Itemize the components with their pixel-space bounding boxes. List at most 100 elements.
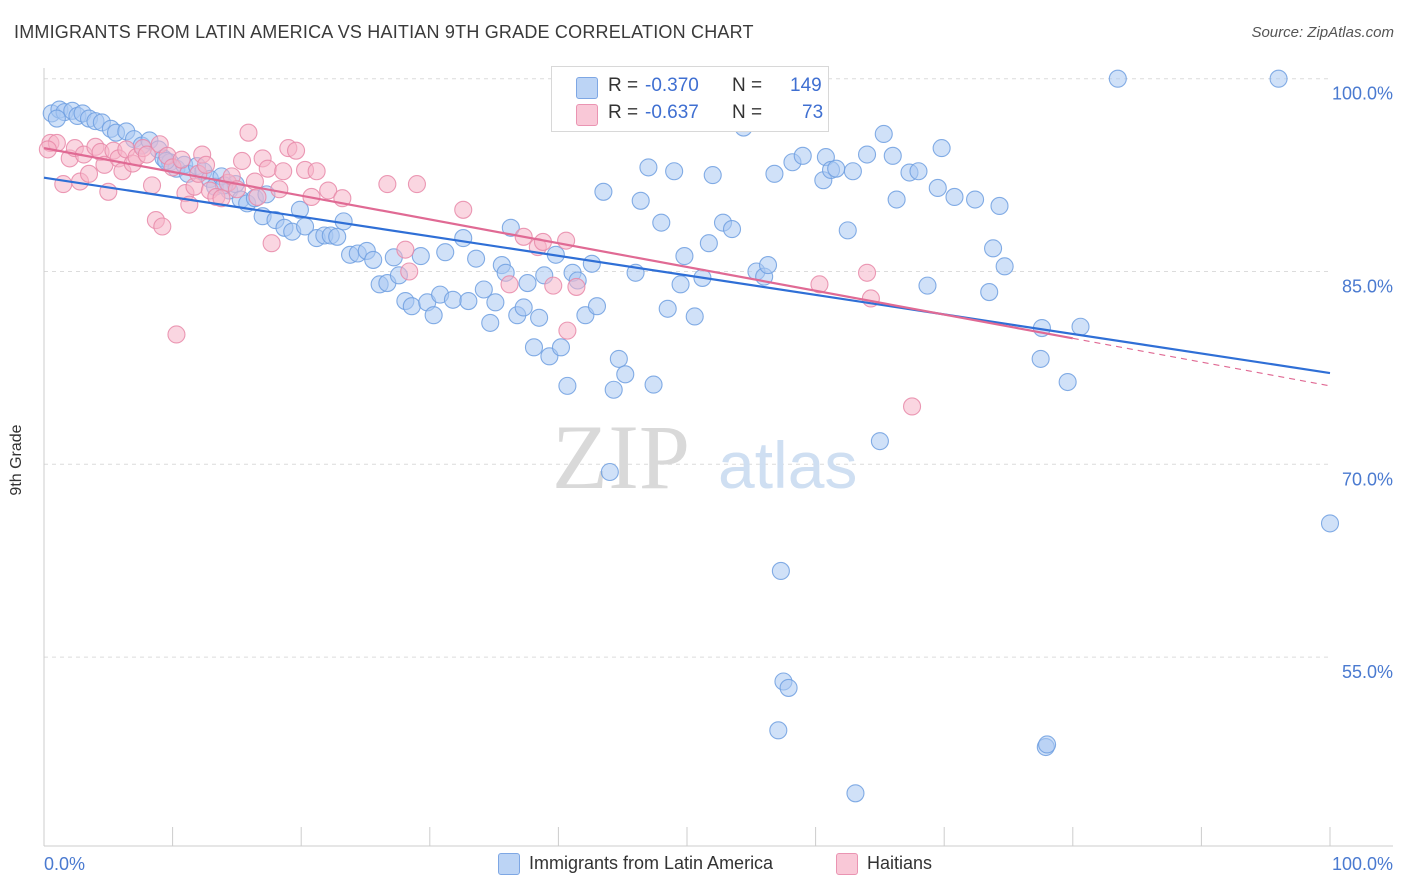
watermark: ZIP atlas [552, 406, 857, 508]
legend-r-value: -0.370 [645, 75, 699, 96]
legend-label: Haitians [867, 853, 933, 873]
latin-america-point [604, 380, 623, 399]
latin-america-point [703, 166, 722, 185]
latin-america-point [793, 146, 812, 165]
latin-america-point [843, 162, 862, 181]
latin-america-point [671, 275, 690, 294]
haitian-point [567, 277, 586, 296]
haitian-point [396, 240, 415, 259]
latin-america-point [582, 254, 601, 273]
latin-america-point [665, 162, 684, 181]
latin-america-point [771, 561, 790, 581]
legend-label: Immigrants from Latin America [529, 853, 774, 873]
haitian-point [319, 181, 338, 200]
legend-swatch-pink [576, 104, 598, 126]
legend-swatch-blue [498, 853, 520, 875]
haitian-point [212, 189, 231, 208]
latin-america-point [1058, 372, 1077, 392]
haitian-point [153, 217, 172, 236]
haitian-point [142, 176, 162, 195]
axes [43, 68, 1393, 847]
latin-america-trend-line [43, 176, 1331, 375]
y-tick-label: 70.0% [1342, 469, 1393, 489]
y-axis-label: 9th Grade [8, 424, 25, 496]
latin-america-point [928, 178, 947, 198]
latin-america-point [722, 220, 742, 239]
legend-swatch-pink [836, 853, 858, 875]
haitian-point [248, 187, 267, 207]
latin-america-point [652, 213, 671, 232]
latin-america-point [402, 297, 421, 316]
latin-america-point [600, 462, 619, 482]
latin-america-point [883, 146, 902, 165]
latin-america-point [467, 249, 486, 268]
haitian-point [54, 175, 73, 194]
latin-america-point [616, 365, 635, 384]
latin-america-point [838, 221, 857, 240]
haitian-point [274, 162, 293, 181]
latin-america-point [675, 247, 694, 266]
haitian-point [500, 275, 519, 294]
y-tick-label: 100.0% [1332, 84, 1393, 104]
latin-america-point [1320, 514, 1340, 533]
latin-america-point [459, 292, 478, 311]
haitian-point [172, 150, 191, 169]
haitian-point [544, 276, 563, 295]
latin-america-point [486, 293, 505, 312]
latin-america-point [966, 190, 985, 209]
legend-n-label: N = [732, 102, 763, 123]
haitian-point [258, 159, 277, 178]
haitian-trend-extension [1072, 337, 1331, 387]
latin-america-point [995, 257, 1014, 276]
latin-america-point [758, 256, 778, 275]
watermark-atlas: atlas [718, 428, 857, 502]
haitian-point [902, 397, 922, 416]
latin-america-point [827, 159, 846, 178]
haitian-point [287, 141, 306, 160]
latin-america-point [699, 234, 718, 253]
x-tick-label: 100.0% [1332, 854, 1393, 874]
haitian-point [196, 155, 216, 174]
latin-america-point [454, 229, 473, 248]
latin-america-point [481, 313, 500, 332]
latin-america-point [594, 182, 613, 201]
tick-labels: 55.0% 70.0% 85.0% 100.0% 0.0% 100.0% [44, 84, 1393, 874]
latin-america-point [530, 308, 549, 327]
latin-america-point [887, 190, 906, 209]
legend-n-value: 73 [802, 102, 824, 123]
latin-america-point [631, 191, 650, 210]
watermark-zip: ZIP [552, 406, 690, 508]
legend-r-label: R = [608, 75, 639, 96]
legend-swatch-blue [576, 77, 598, 99]
latin-america-point [364, 250, 383, 269]
latin-america-point [1071, 317, 1090, 336]
chart-title: IMMIGRANTS FROM LATIN AMERICA VS HAITIAN… [14, 22, 754, 42]
latin-america-point [443, 290, 462, 309]
y-tick-label: 55.0% [1342, 662, 1393, 682]
haitian-point [400, 262, 419, 281]
legend-r-value: -0.637 [645, 102, 699, 123]
legend-n-value: 149 [790, 75, 822, 96]
haitian-point [407, 175, 426, 194]
latin-america-point [945, 187, 964, 207]
haitian-point [79, 164, 99, 183]
latin-america-point [328, 227, 347, 246]
latin-america-point [980, 283, 999, 302]
haitian-point [378, 175, 397, 194]
latin-america-point [514, 298, 533, 317]
trend-lines [43, 147, 1331, 387]
latin-america-point [587, 297, 607, 316]
latin-america-point [47, 109, 66, 128]
latin-america-point [290, 200, 309, 219]
latin-america-point [658, 299, 677, 318]
latin-america-point [1108, 69, 1127, 88]
latin-america-point [1269, 69, 1288, 88]
haitian-point [857, 263, 877, 282]
latin-america-point [501, 218, 520, 237]
haitian-point [810, 275, 829, 294]
haitian-point [232, 151, 252, 171]
haitian-point [558, 321, 577, 340]
latin-america-point [644, 375, 663, 394]
latin-america-point [932, 139, 951, 158]
